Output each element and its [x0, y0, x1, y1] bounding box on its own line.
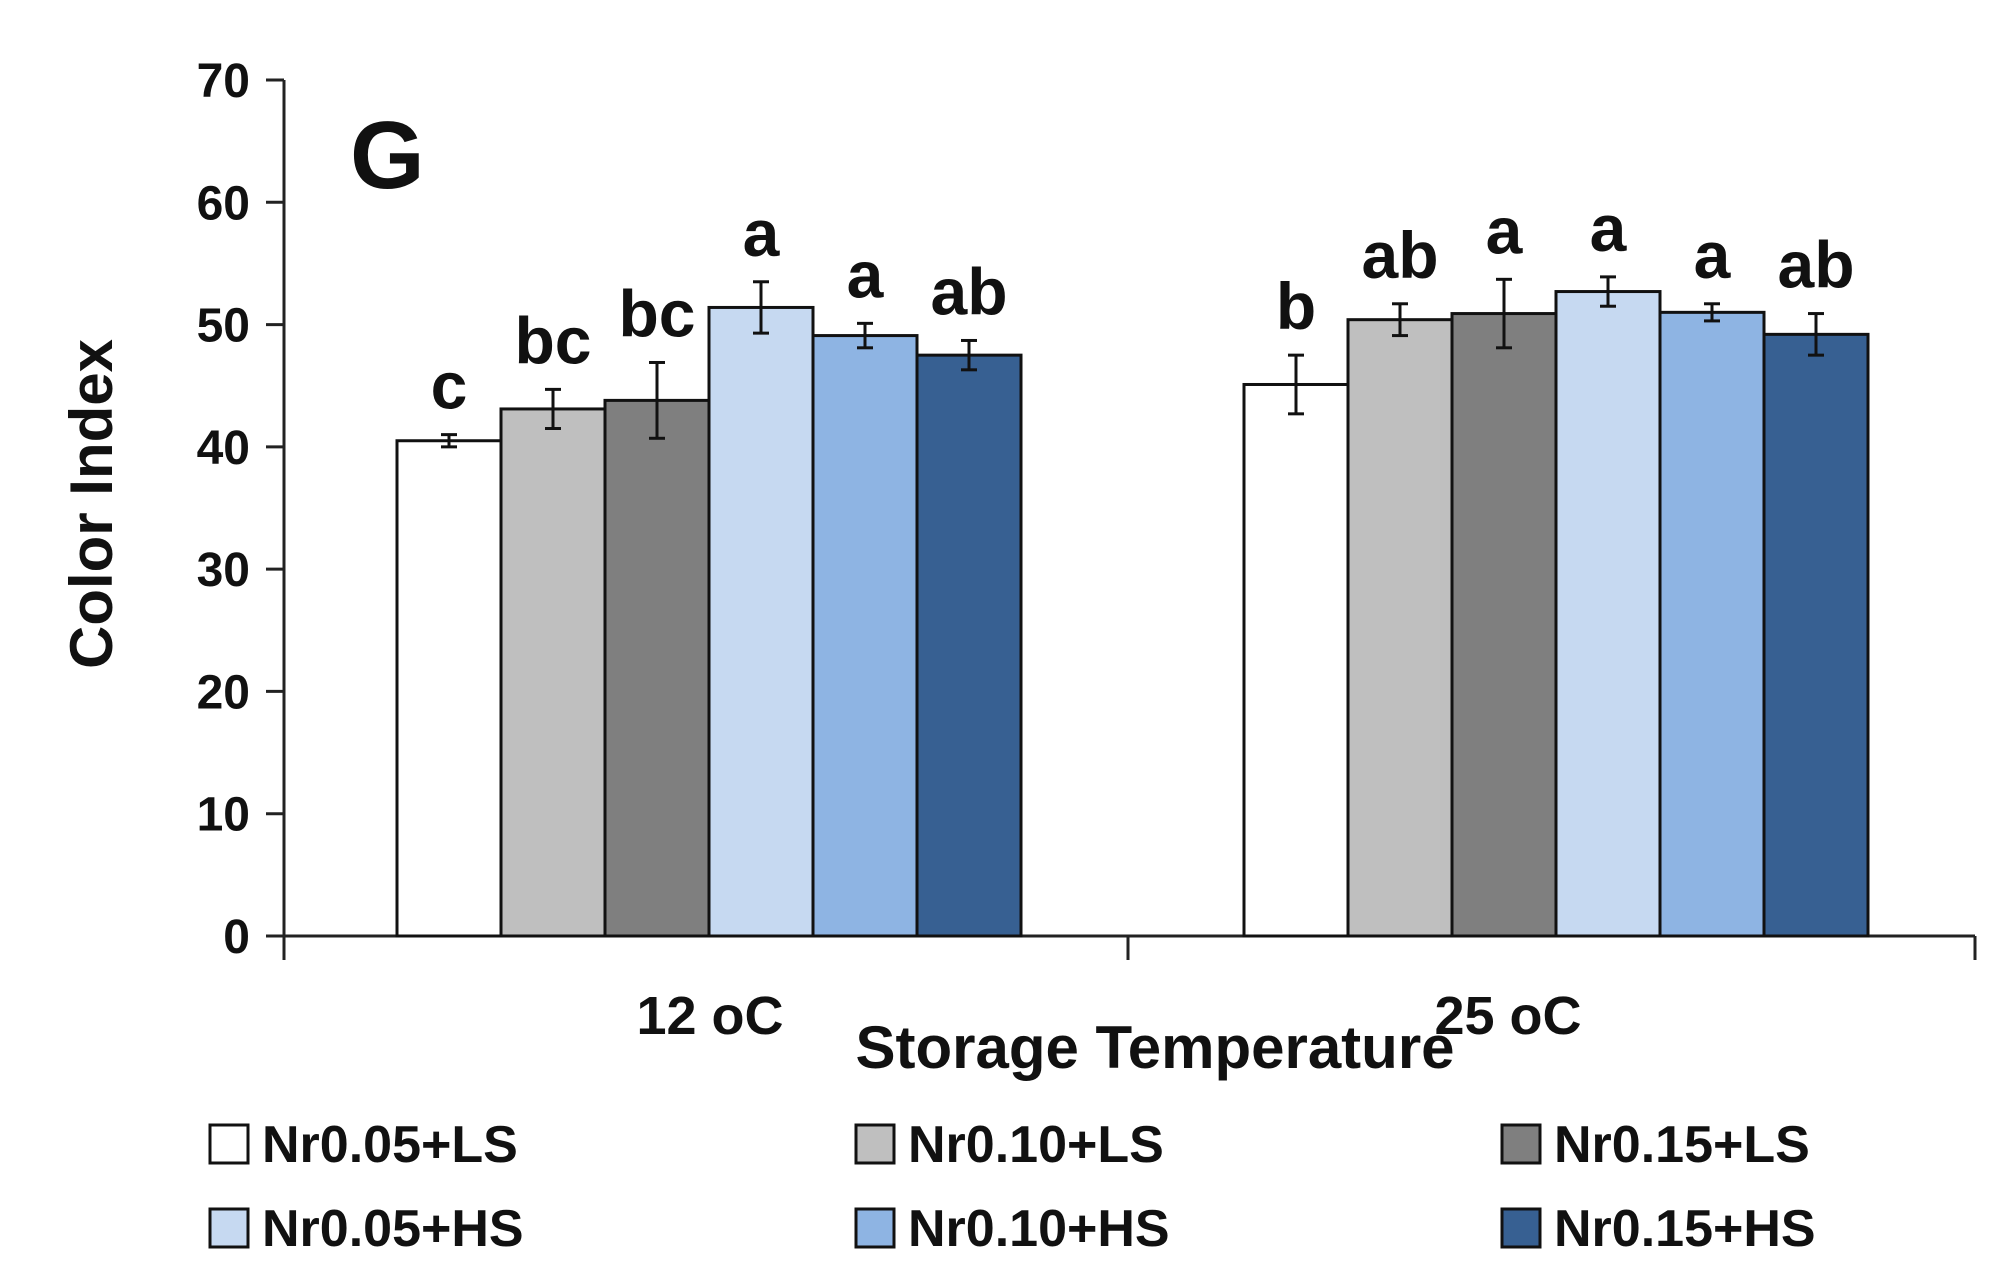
y-tick-label: 10: [197, 789, 250, 842]
legend-entry: Nr0.15+LS: [1554, 1116, 1810, 1174]
legend: Nr0.05+LS Nr0.10+LS Nr0.15+LS Nr0.05+HS Nr0.…: [208, 1116, 1816, 1258]
significance-label: b: [1276, 269, 1316, 343]
legend-entry: Nr0.05+LS: [262, 1116, 518, 1174]
bar: [707, 305, 815, 938]
legend-swatch: [854, 1123, 896, 1165]
significance-label: a: [743, 196, 781, 270]
bar: [915, 353, 1023, 938]
significance-label: bc: [618, 276, 695, 350]
x-category-label: 25 oC: [1434, 986, 1581, 1046]
significance-label: c: [431, 349, 468, 423]
legend-swatch: [208, 1123, 250, 1165]
y-tick-label: 70: [197, 55, 250, 108]
legend-swatch: [1500, 1123, 1542, 1165]
bar: [1554, 290, 1662, 938]
bar: [1450, 312, 1558, 938]
significance-label: a: [1694, 218, 1732, 292]
significance-label: ab: [1361, 218, 1438, 292]
y-tick-label: 50: [197, 300, 250, 353]
y-tick-label: 30: [197, 544, 250, 597]
panel-label: G: [350, 102, 425, 209]
bar: [1346, 318, 1454, 938]
significance-label: ab: [930, 254, 1007, 328]
legend-swatch: [854, 1207, 896, 1249]
bar: [603, 398, 711, 938]
legend-swatch: [208, 1207, 250, 1249]
bar: [395, 439, 503, 938]
significance-label: a: [1590, 191, 1628, 265]
x-category-label: 12 oC: [636, 986, 783, 1046]
bar: [1762, 332, 1870, 938]
bar: [499, 407, 607, 938]
y-tick-label: 40: [197, 422, 250, 475]
y-tick-label: 0: [223, 911, 250, 964]
y-tick-label: 20: [197, 666, 250, 719]
legend-swatch: [1500, 1207, 1542, 1249]
x-axis-title: Storage Temperature: [855, 1014, 1454, 1081]
significance-label: a: [1486, 193, 1524, 267]
legend-entry: Nr0.10+HS: [908, 1200, 1170, 1258]
y-tick-label: 60: [197, 177, 250, 230]
significance-label: a: [847, 237, 885, 311]
bar: [811, 334, 919, 938]
y-axis-title: Color Index: [58, 339, 125, 669]
bar: [1658, 310, 1766, 938]
legend-entry: Nr0.05+HS: [262, 1200, 524, 1258]
significance-label: bc: [514, 303, 591, 377]
bar: [1242, 382, 1350, 938]
legend-entry: Nr0.15+HS: [1554, 1200, 1816, 1258]
legend-entry: Nr0.10+LS: [908, 1116, 1164, 1174]
significance-label: ab: [1777, 228, 1854, 302]
